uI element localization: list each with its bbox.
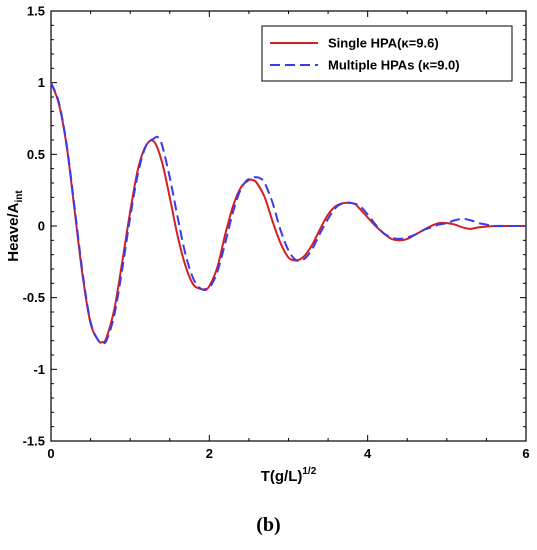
series-line-multiple-hpas (50, 82, 526, 345)
panel-label: (b) (256, 514, 281, 536)
y-axis-label-main: Heave/A (5, 202, 22, 261)
tick-labels: 0 2 4 6 -1.5 -1 -0.5 0 0.5 1 1.5 (23, 4, 530, 462)
legend: Single HPA(κ=9.6) Multiple HPAs (κ=9.0) (261, 25, 513, 82)
y-tick-label: -0.5 (23, 290, 45, 305)
y-tick-label: 0 (38, 219, 45, 234)
chart: 0 2 4 6 -1.5 -1 -0.5 0 0.5 1 1.5 T(g/L)1/2 Heave/A… (5, 4, 530, 486)
legend-label: Single HPA(κ=9.6) (328, 36, 439, 51)
x-tick-label: 6 (522, 446, 529, 461)
y-tick-label: 1.5 (27, 4, 45, 19)
y-tick-label: 0.5 (27, 147, 45, 162)
x-axis-label-superscript: 1/2 (302, 466, 316, 477)
x-tick-label: 2 (206, 446, 213, 461)
x-axis-label: T(g/L)1/2 (261, 466, 317, 485)
legend-box (261, 25, 513, 82)
series-line-single-hpa (50, 82, 526, 344)
x-tick-label: 0 (47, 446, 54, 461)
y-tick-label: 1 (38, 75, 45, 90)
series-group (50, 82, 526, 345)
y-tick-label: -1 (33, 362, 45, 377)
y-axis-label: Heave/Aint (5, 190, 25, 262)
x-tick-label: 4 (364, 446, 372, 461)
y-tick-label: -1.5 (23, 434, 45, 449)
y-axis-label-subscript: int (14, 190, 25, 203)
x-axis-label-main: T(g/L) (261, 468, 303, 485)
legend-label: Multiple HPAs (κ=9.0) (328, 58, 460, 73)
